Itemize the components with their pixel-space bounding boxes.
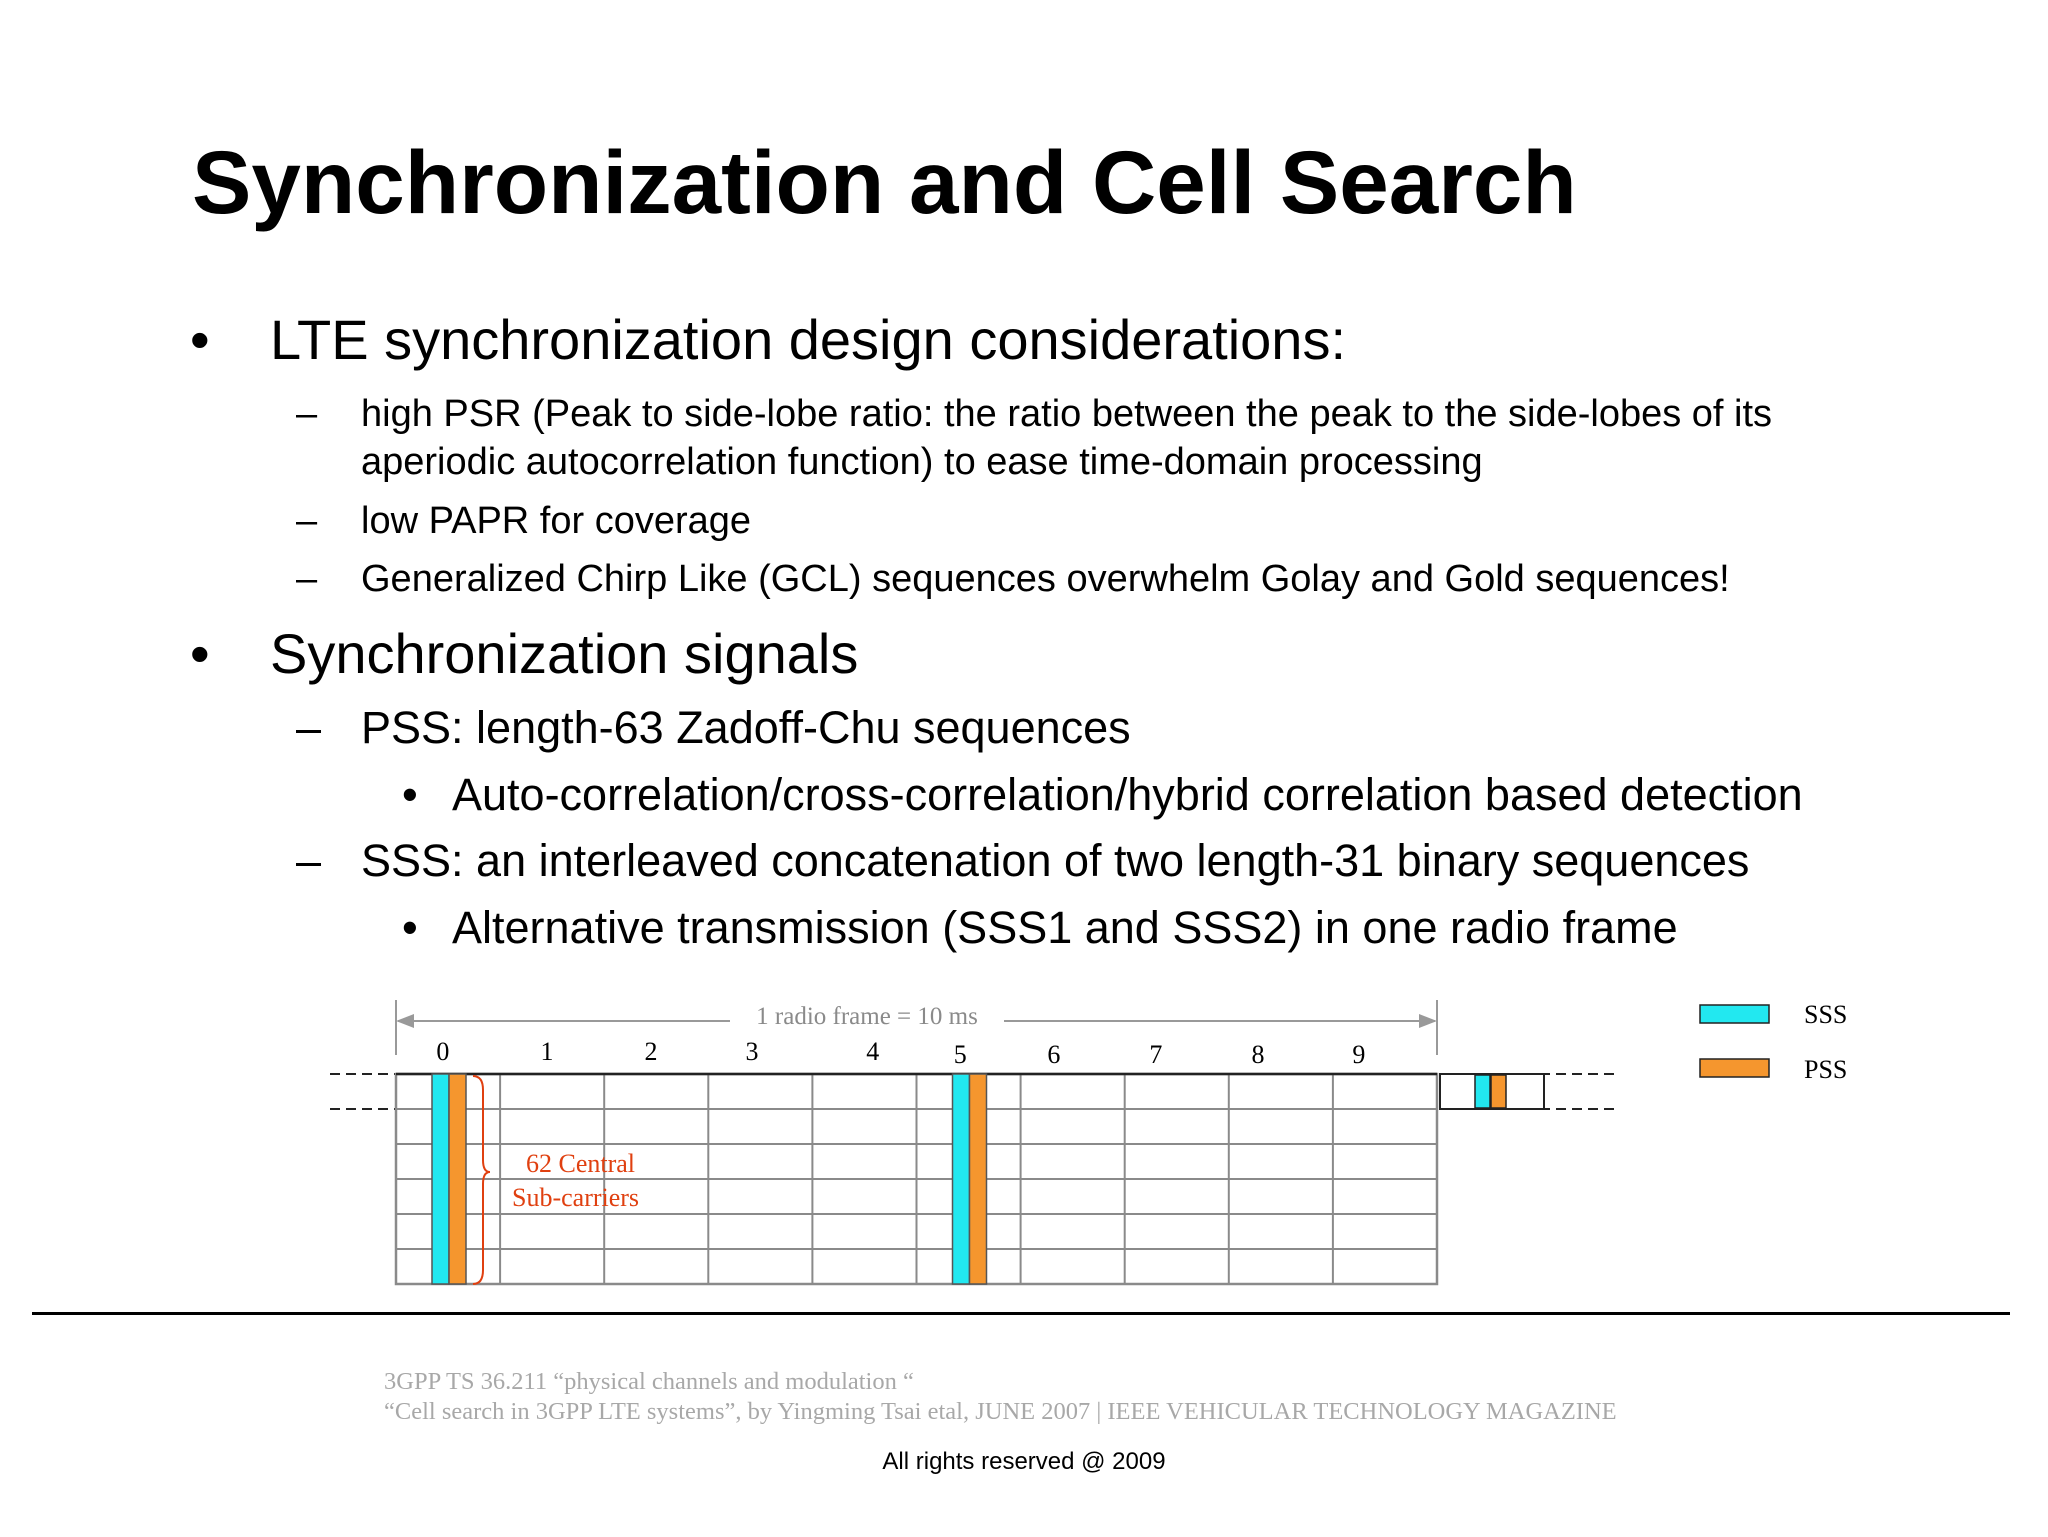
pss-block-next (1490, 1074, 1507, 1109)
sub-bullet-text: SSS: an interleaved concatenation of two… (361, 835, 1750, 886)
next-frame-box (1439, 1073, 1545, 1110)
bullet-marker: • (402, 769, 418, 820)
resource-grid: 0 1 2 3 4 5 6 7 8 9 (394, 1037, 1439, 1286)
frame-length-arrow (395, 1000, 1438, 1055)
legend-pss-swatch (1699, 1058, 1770, 1078)
copyright-notice: All rights reserved @ 2009 (882, 1448, 1166, 1475)
frame-length-label: 1 radio frame = 10 ms (756, 1003, 978, 1030)
bullet-marker: • (190, 308, 210, 371)
dash-marker: – (296, 393, 318, 435)
sss-block-next (1474, 1074, 1491, 1109)
footer-reference-2: “Cell search in 3GPP LTE systems”, by Yi… (384, 1398, 1617, 1425)
footer-reference-1: 3GPP TS 36.211 “physical channels and mo… (384, 1368, 914, 1395)
subframe-label: 1 (540, 1037, 553, 1066)
slide-title: Synchronization and Cell Search (192, 132, 1577, 232)
dashed-extensions (330, 1073, 1614, 1110)
subcarrier-label-line2: Sub-carriers (512, 1183, 639, 1212)
footer-divider (32, 1312, 2010, 1315)
sub-bullet-text: low PAPR for coverage (361, 500, 752, 542)
subframe-label: 7 (1149, 1040, 1162, 1069)
pss-block (448, 1073, 467, 1285)
legend-pss-label: PSS (1804, 1055, 1847, 1084)
subframe-label: 0 (436, 1037, 449, 1066)
sss-block (951, 1073, 971, 1285)
dash-marker: – (296, 702, 322, 753)
subframe-label: 4 (866, 1037, 879, 1066)
sss-block (431, 1073, 450, 1285)
sub-sub-bullet-text: Alternative transmission (SSS1 and SSS2)… (452, 902, 1678, 953)
sub-bullet-text: Generalized Chirp Like (GCL) sequences o… (361, 558, 1730, 600)
legend: SSS PSS (1699, 1000, 1847, 1084)
sub-bullet-text-line2: aperiodic autocorrelation function) to e… (361, 441, 1483, 483)
subframe-label: 2 (645, 1037, 658, 1066)
subframe-label: 8 (1251, 1040, 1264, 1069)
radio-frame-diagram: 1 radio frame = 10 ms 0 1 2 3 4 5 6 7 8 9 62 Cent… (330, 1000, 1847, 1286)
subframe-label: 9 (1352, 1040, 1365, 1069)
subcarrier-label-line1: 62 Central (526, 1149, 635, 1178)
pss-block (968, 1073, 988, 1285)
sub-bullet-text-line1: high PSR (Peak to side-lobe ratio: the r… (361, 393, 1773, 435)
sub-bullet-text: PSS: length-63 Zadoff-Chu sequences (361, 702, 1131, 753)
bullet-marker: • (190, 622, 210, 685)
legend-sss-swatch (1699, 1004, 1770, 1024)
bullet-marker: • (402, 902, 418, 953)
dash-marker: – (296, 500, 318, 542)
bullet-text: LTE synchronization design consideration… (270, 308, 1347, 371)
legend-sss-label: SSS (1804, 1000, 1847, 1029)
dash-marker: – (296, 558, 318, 600)
bullet-text: Synchronization signals (270, 622, 859, 685)
subframe-label: 6 (1047, 1040, 1060, 1069)
dash-marker: – (296, 835, 322, 886)
subcarrier-brace (472, 1075, 491, 1285)
subframe-label: 5 (954, 1040, 967, 1069)
sub-sub-bullet-text: Auto-correlation/cross-correlation/hybri… (452, 769, 1803, 820)
subframe-label: 3 (746, 1037, 759, 1066)
